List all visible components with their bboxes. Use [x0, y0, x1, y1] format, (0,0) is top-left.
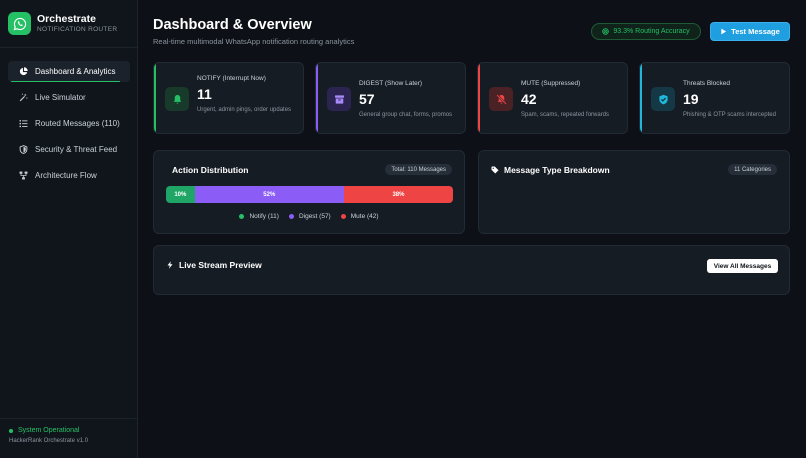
page-subtitle: Real-time multimodal WhatsApp notificati…: [153, 37, 355, 46]
stat-label: MUTE (Suppressed): [521, 80, 581, 87]
stat-card-mute: MUTE (Suppressed) 42 Spam, scams, repeat…: [477, 62, 628, 134]
stat-description: Spam, scams, repeated forwards: [521, 112, 610, 118]
page-title: Dashboard & Overview: [153, 17, 312, 33]
test-message-button[interactable]: Test Message: [710, 22, 790, 41]
sidebar-item-label: Security & Threat Feed: [35, 145, 118, 154]
target-icon: [602, 28, 610, 35]
legend-label: Notify (11): [249, 213, 279, 220]
card-accent: [478, 63, 480, 133]
stat-description: General group chat, forms, promos: [359, 112, 453, 118]
divider: [0, 418, 137, 419]
legend-item-notify: Notify (11): [239, 213, 279, 220]
segment-mute: 38%: [343, 186, 453, 203]
shield-check-icon: [651, 87, 675, 111]
action-distribution-panel: Action Distribution Total: 110 Messages …: [153, 150, 465, 234]
status-dot: [9, 428, 13, 433]
stat-description: Urgent, admin pings, order updates: [197, 107, 292, 113]
sidebar-item-label: Routed Messages (110): [35, 119, 120, 128]
distribution-bar: 10% 52% 38%: [166, 186, 453, 203]
play-icon: [721, 28, 727, 35]
sidebar-item-label: Architecture Flow: [35, 171, 97, 180]
sidebar-item-routed-messages[interactable]: Routed Messages (110): [8, 113, 130, 134]
sidebar-item-architecture[interactable]: Architecture Flow: [8, 165, 130, 186]
stat-description: Phishing & OTP scams intercepted: [683, 112, 776, 118]
brand-subtitle: NOTIFICATION ROUTER: [37, 25, 118, 33]
legend-label: Digest (57): [298, 213, 331, 220]
system-status: System Operational: [9, 427, 79, 434]
sidebar-item-dashboard[interactable]: Dashboard & Analytics: [8, 61, 130, 82]
legend-item-mute: Mute (42): [340, 213, 379, 220]
panel-title: Action Distribution: [172, 165, 249, 175]
message-type-breakdown-panel: Message Type Breakdown 11 Categories: [478, 150, 790, 234]
sidebar-item-security[interactable]: Security & Threat Feed: [8, 139, 130, 160]
panel-title-text: Message Type Breakdown: [504, 165, 610, 175]
panel-title: Message Type Breakdown: [491, 165, 610, 175]
panel-title-text: Live Stream Preview: [179, 260, 262, 270]
bell-off-icon: [489, 87, 513, 111]
stat-label: NOTIFY (Interrupt Now): [197, 75, 266, 82]
stat-value: 57: [359, 91, 375, 107]
stat-card-notify: NOTIFY (Interrupt Now) 11 Urgent, admin …: [153, 62, 304, 134]
tag-icon: [491, 166, 499, 174]
brand[interactable]: Orchestrate NOTIFICATION ROUTER: [8, 12, 117, 35]
legend-label: Mute (42): [350, 213, 379, 220]
stat-value: 11: [197, 86, 212, 102]
archive-icon: [327, 87, 351, 111]
divider: [0, 47, 137, 48]
accuracy-text: 93.3% Routing Accuracy: [613, 28, 690, 35]
sidebar-item-live-simulator[interactable]: Live Simulator: [8, 87, 130, 108]
stat-label: Threats Blocked: [683, 80, 730, 87]
routing-accuracy-badge: 93.3% Routing Accuracy: [591, 23, 701, 40]
whatsapp-icon: [8, 12, 31, 35]
shield-icon: [18, 145, 28, 155]
legend-item-digest: Digest (57): [288, 213, 331, 220]
distribution-legend: Notify (11) Digest (57) Mute (42): [154, 213, 464, 220]
card-accent: [640, 63, 642, 133]
brand-title: Orchestrate: [37, 12, 96, 25]
version-text: HackerRank Orchestrate v1.0: [9, 438, 89, 444]
status-text: System Operational: [18, 427, 80, 434]
stat-value: 42: [521, 91, 537, 107]
sidebar: Orchestrate NOTIFICATION ROUTER Dashboar…: [0, 0, 138, 458]
card-accent: [316, 63, 318, 133]
categories-badge: 11 Categories: [728, 164, 777, 175]
legend-dot: [288, 214, 294, 219]
bell-icon: [165, 87, 189, 111]
test-message-label: Test Message: [731, 27, 780, 36]
total-messages-badge: Total: 110 Messages: [385, 164, 452, 175]
list-icon: [18, 119, 28, 129]
sidebar-nav: Dashboard & Analytics Live Simulator Rou…: [8, 61, 130, 191]
panel-title: Live Stream Preview: [166, 260, 262, 270]
card-accent: [154, 63, 156, 133]
network-icon: [18, 171, 28, 181]
legend-dot: [239, 214, 245, 219]
stat-card-digest: DIGEST (Show Later) 57 General group cha…: [315, 62, 466, 134]
legend-dot: [340, 214, 346, 219]
sidebar-item-label: Dashboard & Analytics: [35, 67, 116, 76]
stat-card-threats: Threats Blocked 19 Phishing & OTP scams …: [639, 62, 790, 134]
lightning-icon: [167, 261, 173, 269]
stat-value: 19: [683, 91, 699, 107]
magic-wand-icon: [18, 93, 28, 103]
stat-label: DIGEST (Show Later): [359, 80, 423, 87]
sidebar-item-label: Live Simulator: [35, 93, 86, 102]
pie-chart-icon: [18, 67, 28, 77]
segment-notify: 10%: [166, 186, 195, 203]
view-all-messages-button[interactable]: View All Messages: [707, 259, 778, 273]
live-stream-panel: Live Stream Preview View All Messages: [153, 245, 790, 295]
segment-digest: 52%: [194, 186, 344, 203]
